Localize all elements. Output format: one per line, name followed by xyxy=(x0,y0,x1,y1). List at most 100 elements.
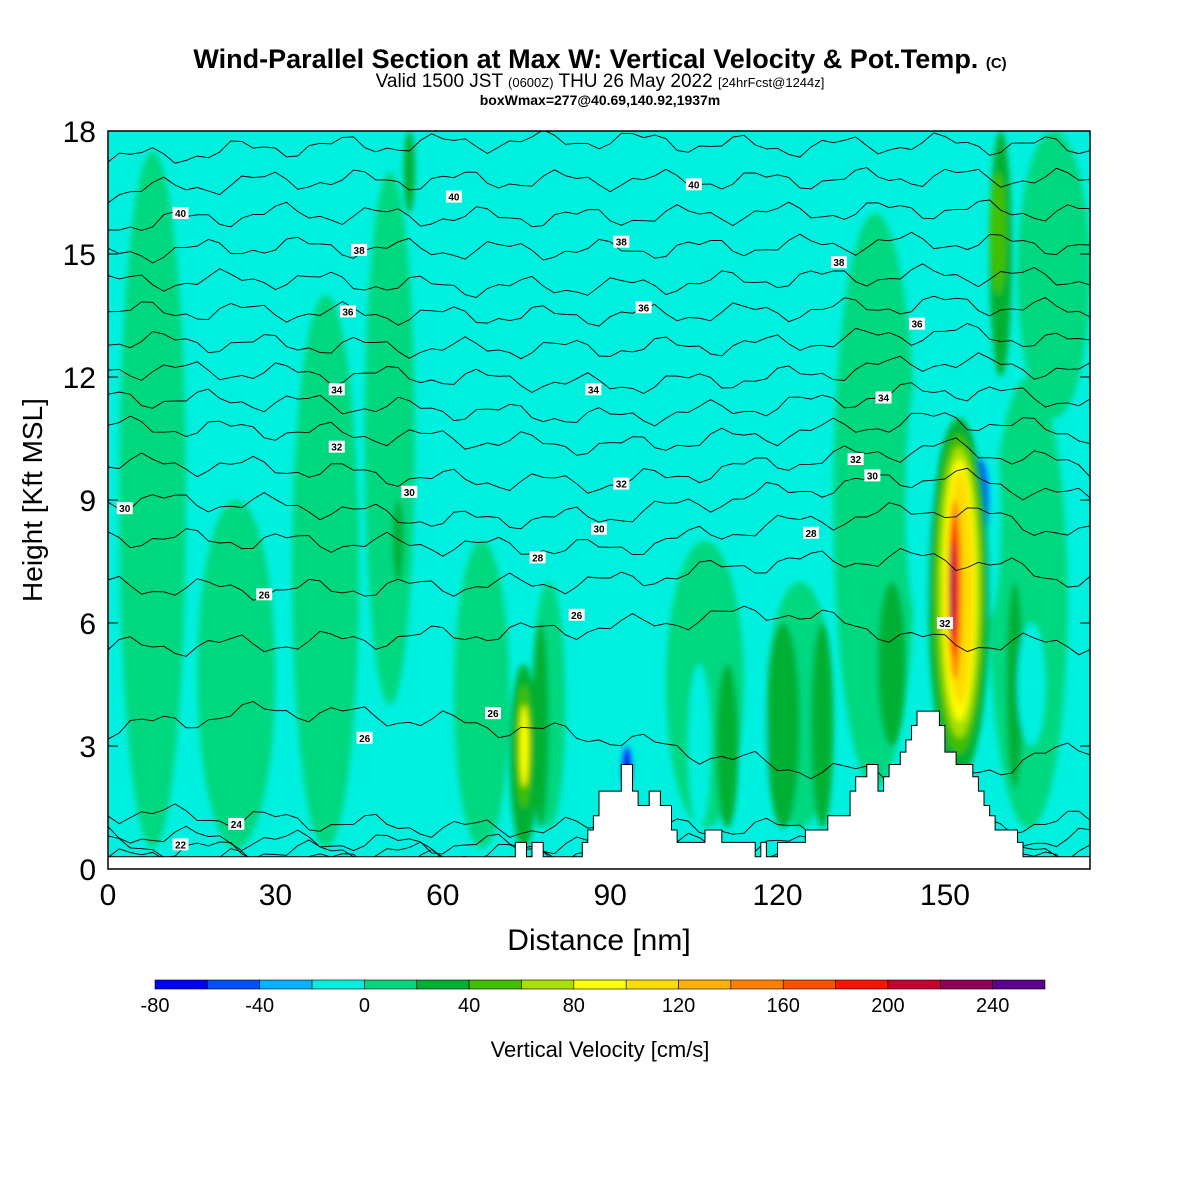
velocity-region-22 xyxy=(688,664,711,828)
theta-contour-39 xyxy=(108,199,1090,231)
contour-label: 34 xyxy=(328,383,345,396)
contour-label: 22 xyxy=(172,838,189,851)
valid-utc: (0600Z) xyxy=(508,75,554,90)
velocity-region-14 xyxy=(1006,582,1024,787)
contour-label-box xyxy=(116,502,133,515)
contour-label-box xyxy=(328,383,345,396)
colorbar-tick-label: 40 xyxy=(458,995,480,1017)
x-tick-label: 150 xyxy=(920,879,970,912)
contour-label: 40 xyxy=(445,190,462,204)
contour-label: 38 xyxy=(830,256,847,269)
plot-area: 40 40 40 38 38 38 36 36 36 34 34 34 32 32 32 32 30 30 30 30… xyxy=(107,130,1091,870)
contour-label-box xyxy=(172,207,189,219)
contour-label-box xyxy=(909,317,926,330)
theta-contour-35 xyxy=(108,323,1090,360)
contour-label-text: 28 xyxy=(805,529,817,540)
terrain-profile xyxy=(108,710,1090,869)
plot-frame xyxy=(107,130,1091,870)
colorbar-tick-label: 80 xyxy=(563,995,585,1017)
contour-label: 26 xyxy=(356,731,373,745)
contour-label: 28 xyxy=(529,551,546,564)
contour-label-text: 32 xyxy=(331,443,343,454)
contour-label: 32 xyxy=(613,477,630,491)
contour-label-box xyxy=(351,243,368,256)
contour-label-text: 30 xyxy=(593,525,605,536)
contour-label: 32 xyxy=(847,453,864,466)
colorbar-segment xyxy=(521,979,575,990)
contour-label-box xyxy=(172,838,189,851)
contour-label-text: 30 xyxy=(119,504,131,515)
theta-contour-34 xyxy=(108,352,1090,395)
velocity-region-1 xyxy=(197,500,276,849)
contour-label-box xyxy=(484,707,501,720)
contour-label-box xyxy=(635,301,652,314)
contour-label-box xyxy=(256,588,273,601)
contour-label-text: 32 xyxy=(939,619,951,630)
velocity-region-0 xyxy=(119,151,187,849)
contour-label: 30 xyxy=(401,485,418,499)
chart-title-main: Wind-Parallel Section at Max W: Vertical… xyxy=(193,44,979,74)
colorbar-segment xyxy=(364,979,418,990)
contour-label-text: 40 xyxy=(175,209,187,220)
contour-label-text: 30 xyxy=(404,488,416,499)
contour-label-box xyxy=(847,453,864,465)
velocity-region-12 xyxy=(811,623,834,828)
colorbar-tick-label: 200 xyxy=(871,995,904,1017)
box-wmax-line: boxWmax=277@40.69,140.92,1937m xyxy=(479,92,721,108)
velocity-region-31 xyxy=(519,705,529,787)
velocity-region-15 xyxy=(716,664,739,828)
valid-time: Valid 1500 JST xyxy=(375,71,503,92)
colorbar-segment xyxy=(835,979,889,990)
contour-label-text: 24 xyxy=(231,820,243,831)
contour-label: 40 xyxy=(172,207,189,220)
contour-label-text: 38 xyxy=(354,246,366,257)
contour-label-text: 30 xyxy=(867,471,879,482)
y-tick-label: 18 xyxy=(63,116,96,149)
colorbar-segment xyxy=(887,979,941,990)
contour-label: 32 xyxy=(936,617,953,630)
colorbar-label: Vertical Velocity [cm/s] xyxy=(491,1037,710,1062)
theta-contour-37 xyxy=(108,263,1090,298)
contour-label: 34 xyxy=(875,391,892,405)
contour-label-box xyxy=(445,190,462,203)
y-axis-label: Height [Kft MSL] xyxy=(17,398,48,602)
colorbar: -80 -40 0 40 80 120 160 200 240 xyxy=(141,979,1046,1017)
theta-contour-33 xyxy=(108,382,1090,427)
colorbar-segment xyxy=(678,979,732,990)
contour-label-text: 32 xyxy=(850,455,862,466)
contour-label-text: 40 xyxy=(448,193,460,204)
contour-label-box xyxy=(529,551,546,564)
contour-label-text: 34 xyxy=(878,394,890,405)
contour-label-box xyxy=(356,731,373,744)
theta-contour-40 xyxy=(108,167,1090,204)
y-tick-label: 3 xyxy=(79,731,96,764)
contour-label-text: 26 xyxy=(259,590,271,601)
velocity-region-21 xyxy=(599,602,655,808)
colorbar-segment xyxy=(573,979,627,990)
colorbar-segment xyxy=(259,979,313,990)
contour-label: 26 xyxy=(484,707,501,720)
velocity-region-2 xyxy=(292,295,360,849)
contour-label: 36 xyxy=(909,317,926,331)
valid-date: THU 26 May 2022 xyxy=(558,71,713,92)
theta-contour-27 xyxy=(108,605,1090,657)
velocity-region-13 xyxy=(877,582,906,746)
contour-label-text: 26 xyxy=(571,611,583,622)
y-tick-label: 9 xyxy=(79,485,96,518)
y-tick-label: 0 xyxy=(79,854,96,887)
contour-label: 30 xyxy=(864,469,881,482)
contour-label: 36 xyxy=(635,301,652,314)
contour-label: 34 xyxy=(585,383,602,396)
contour-label-box xyxy=(401,485,418,498)
velocity-region-11 xyxy=(766,623,800,828)
colorbar-segment xyxy=(730,979,784,990)
contour-label-box xyxy=(613,477,630,490)
velocity-region-8 xyxy=(833,213,918,787)
contour-label-text: 36 xyxy=(342,307,354,318)
valid-time-line: Valid 1500 JST (0600Z) THU 26 May 2022 [… xyxy=(0,72,1200,93)
contour-label: 38 xyxy=(351,243,368,257)
contour-label-box xyxy=(685,178,702,191)
contour-label-box xyxy=(613,235,630,248)
